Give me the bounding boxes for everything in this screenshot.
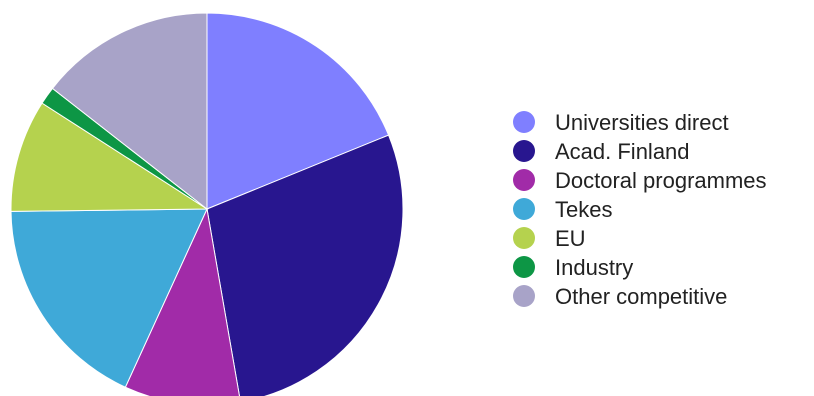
pie-slices	[10, 12, 404, 396]
legend-swatch	[513, 256, 535, 278]
legend-label: Tekes	[555, 197, 612, 222]
legend-item: Doctoral programmes	[513, 168, 767, 193]
legend-label: Universities direct	[555, 110, 729, 135]
legend-item: Industry	[513, 255, 633, 280]
legend-item: EU	[513, 226, 586, 251]
pie-slice-acad-finland	[206, 134, 404, 396]
legend-swatch	[513, 198, 535, 220]
legend-swatch	[513, 169, 535, 191]
legend-item: Acad. Finland	[513, 139, 690, 164]
pie-slice-doctoral-programmes	[124, 207, 240, 396]
legend-item: Other competitive	[513, 284, 727, 309]
legend-swatch	[513, 227, 535, 249]
legend-label: EU	[555, 226, 586, 251]
pie-slice-tekes	[10, 208, 208, 388]
pie-slice-eu	[10, 102, 209, 212]
legend-item: Universities direct	[513, 110, 729, 135]
pie-slice-universities-direct	[206, 12, 390, 210]
legend-item: Tekes	[513, 197, 612, 222]
legend-label: Other competitive	[555, 284, 727, 309]
legend-swatch	[513, 285, 535, 307]
legend: Universities direct Acad. Finland Doctoral…	[513, 110, 767, 309]
legend-label: Acad. Finland	[555, 139, 690, 164]
pie-slice-other-competitive	[51, 12, 208, 211]
legend-label: Doctoral programmes	[555, 168, 767, 193]
legend-label: Industry	[555, 255, 633, 280]
legend-swatch	[513, 111, 535, 133]
legend-swatch	[513, 140, 535, 162]
